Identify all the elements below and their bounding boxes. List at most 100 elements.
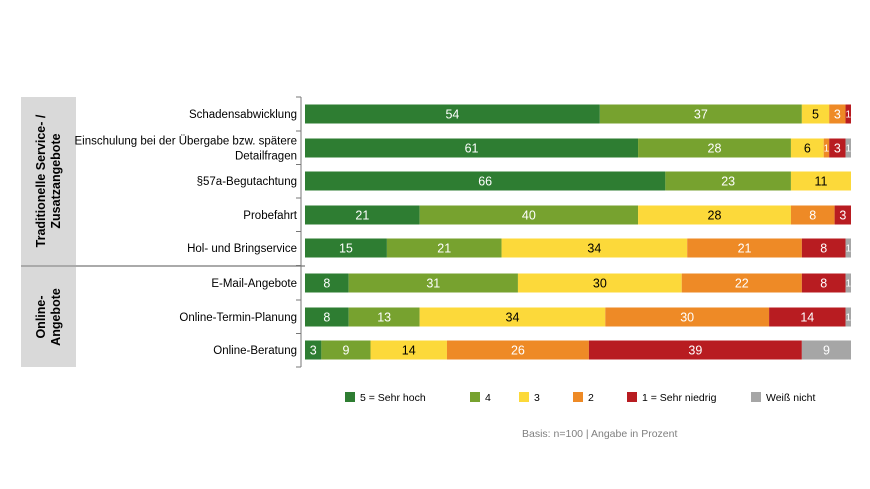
bar-segment xyxy=(790,138,824,158)
bar-segment xyxy=(638,138,791,158)
bar-segment xyxy=(665,171,791,191)
data-label: 1 xyxy=(845,144,851,155)
bar-segment xyxy=(687,238,802,258)
bar-segment xyxy=(321,340,371,360)
bar-segment xyxy=(370,340,447,360)
category-label: Einschulung bei der Übergabe bzw. später… xyxy=(75,136,297,148)
data-label: 66 xyxy=(478,175,492,189)
data-label: 14 xyxy=(800,311,814,325)
bar-segment xyxy=(823,138,830,158)
data-label: 9 xyxy=(823,344,830,358)
bar-segment xyxy=(305,205,420,225)
bar-segment xyxy=(348,307,420,327)
bar-segment xyxy=(801,340,851,360)
bar-segment xyxy=(501,238,688,258)
data-label: 11 xyxy=(814,175,827,189)
data-label: 23 xyxy=(721,175,735,189)
category-label: Schadensabwicklung xyxy=(189,109,297,121)
legend-label: 3 xyxy=(534,392,540,404)
group-box-online: Online- Angebote xyxy=(21,267,76,367)
bar-segment xyxy=(845,238,851,258)
group-box-traditional: Traditionelle Service- / Zusatzangebote xyxy=(21,97,76,265)
data-label: 8 xyxy=(323,311,330,325)
category-label: Hol- und Bringservice xyxy=(187,243,297,255)
bar-segment xyxy=(348,273,518,293)
bar-segment xyxy=(801,104,830,124)
bar-segment xyxy=(638,205,791,225)
data-label: 15 xyxy=(339,242,353,256)
bar-segment xyxy=(829,138,846,158)
data-label: 30 xyxy=(593,277,607,291)
legend-label: 5 = Sehr hoch xyxy=(360,392,426,404)
legend-swatch xyxy=(519,392,529,402)
data-label: 22 xyxy=(735,277,749,291)
data-label: 14 xyxy=(402,344,416,358)
data-label: 3 xyxy=(839,209,846,223)
bar-segment xyxy=(419,307,606,327)
bar-segment xyxy=(845,273,851,293)
bar-segment xyxy=(845,104,851,124)
data-label: 21 xyxy=(355,209,369,223)
legend-label: Weiß nicht xyxy=(766,392,815,404)
bar-segment xyxy=(845,138,851,158)
bar-segment xyxy=(517,273,682,293)
data-label: 3 xyxy=(834,108,841,122)
data-label: 39 xyxy=(688,344,702,358)
data-label: 40 xyxy=(522,209,536,223)
category-label: Online-Beratung xyxy=(213,345,297,357)
bar-segment xyxy=(769,307,846,327)
category-label: Detailfragen xyxy=(235,151,297,163)
bar-segment xyxy=(305,104,600,124)
category-label: E-Mail-Angebote xyxy=(211,278,297,290)
legend-swatch xyxy=(573,392,583,402)
bar-segment xyxy=(305,171,666,191)
bar-segment xyxy=(419,205,639,225)
data-label: 28 xyxy=(708,142,722,156)
data-label: 8 xyxy=(820,277,827,291)
bar-segment xyxy=(386,238,502,258)
data-label: 1 xyxy=(845,279,851,290)
bar-segment xyxy=(305,138,639,158)
data-label: 28 xyxy=(708,209,722,223)
data-label: 1 xyxy=(845,244,851,255)
legend-swatch xyxy=(345,392,355,402)
data-label: 8 xyxy=(820,242,827,256)
category-label: Online-Termin-Planung xyxy=(179,312,297,324)
legend-label: 1 = Sehr niedrig xyxy=(642,392,717,404)
data-label: 54 xyxy=(445,108,459,122)
legend-swatch xyxy=(751,392,761,402)
data-label: 8 xyxy=(323,277,330,291)
bar-segment xyxy=(790,205,835,225)
data-label: 37 xyxy=(694,108,708,122)
legend-label: 2 xyxy=(588,392,594,404)
bar-segment xyxy=(790,171,851,191)
data-label: 3 xyxy=(834,142,841,156)
legend-swatch xyxy=(470,392,480,402)
bar-segment xyxy=(834,205,851,225)
data-label: 8 xyxy=(809,209,816,223)
basis-note: Basis: n=100 | Angabe in Prozent xyxy=(522,428,678,440)
bar-segment xyxy=(829,104,846,124)
data-label: 21 xyxy=(437,242,451,256)
category-label: §57a-Begutachtung xyxy=(197,176,297,188)
bar-segment xyxy=(845,307,851,327)
bar-segment xyxy=(599,104,802,124)
data-label: 34 xyxy=(506,311,520,325)
bar-segment xyxy=(681,273,802,293)
data-label: 26 xyxy=(511,344,525,358)
bar-segment xyxy=(305,307,349,327)
bar-segment xyxy=(305,238,387,258)
bar-segment xyxy=(588,340,802,360)
data-label: 1 xyxy=(824,144,830,155)
data-label: 21 xyxy=(738,242,752,256)
data-label: 13 xyxy=(377,311,391,325)
bar-segment xyxy=(801,238,846,258)
data-label: 30 xyxy=(680,311,694,325)
data-label: 9 xyxy=(342,344,349,358)
data-label: 1 xyxy=(845,110,851,121)
category-label: Probefahrt xyxy=(243,210,298,222)
data-label: 1 xyxy=(845,313,851,324)
data-label: 3 xyxy=(310,344,317,358)
bar-segment xyxy=(305,340,322,360)
